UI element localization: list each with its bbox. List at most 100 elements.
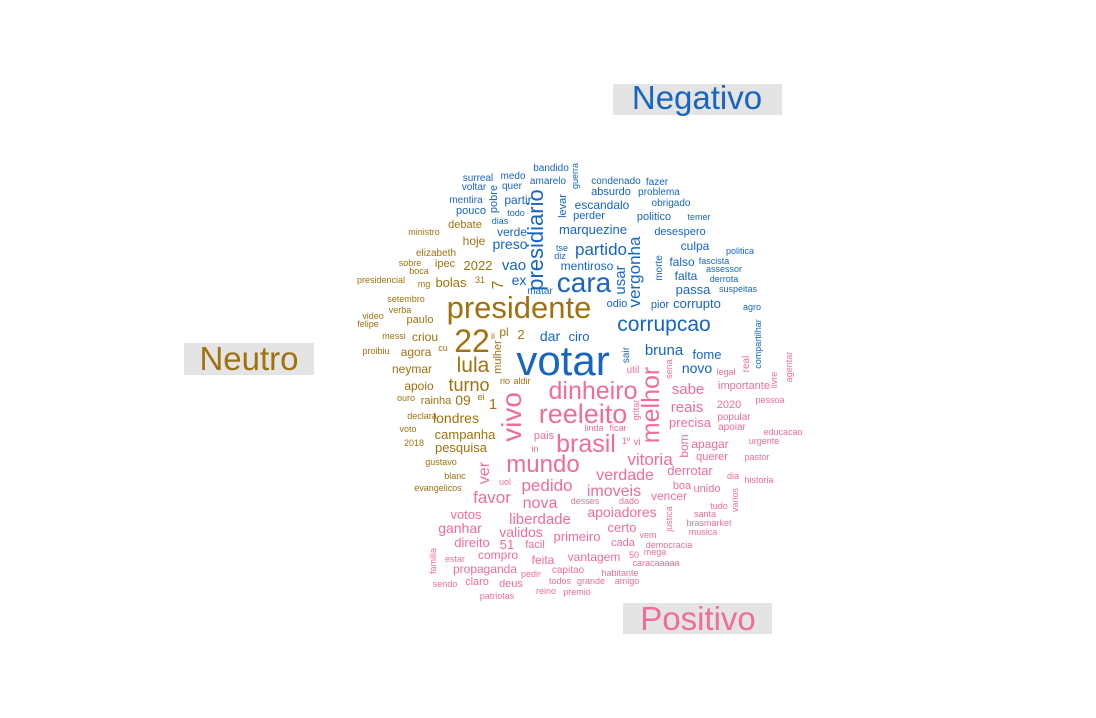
word-positive: feita bbox=[532, 553, 555, 567]
word-neutral: mg bbox=[418, 279, 431, 289]
word-positive: varios bbox=[730, 488, 740, 513]
word-positive: votos bbox=[450, 507, 482, 522]
word-positive: propaganda bbox=[453, 562, 517, 576]
word-neutral: apoio bbox=[404, 379, 434, 393]
word-positive: linda bbox=[584, 423, 603, 433]
word-negative: odio bbox=[607, 298, 628, 310]
word-neutral: neymar bbox=[392, 362, 432, 376]
word-positive: 51 bbox=[500, 537, 514, 552]
word-negative: verde bbox=[497, 225, 527, 239]
word-positive: dado bbox=[619, 496, 639, 506]
word-positive: primeiro bbox=[554, 529, 601, 544]
word-positive: precisa bbox=[669, 415, 712, 430]
word-positive: pessoa bbox=[755, 395, 784, 405]
word-negative: bruna bbox=[645, 342, 684, 359]
word-neutral: rainha bbox=[421, 395, 452, 407]
word-neutral: ii bbox=[491, 331, 495, 341]
word-neutral: pesquisa bbox=[435, 440, 488, 455]
word-positive: verdade bbox=[596, 467, 654, 484]
word-positive: bom bbox=[677, 434, 691, 457]
word-negative: fome bbox=[693, 347, 722, 362]
word-positive: familia bbox=[428, 548, 438, 574]
word-positive: certo bbox=[608, 520, 637, 535]
word-neutral: ministro bbox=[408, 227, 440, 237]
word-positive: importante bbox=[718, 380, 770, 392]
word-negative: pouco bbox=[456, 205, 486, 217]
word-positive: democracia bbox=[646, 540, 693, 550]
word-positive: mundo bbox=[506, 451, 579, 478]
word-negative: condenado bbox=[591, 176, 641, 187]
word-positive: legal bbox=[716, 367, 735, 377]
word-positive: direito bbox=[454, 535, 489, 550]
word-negative: partir bbox=[504, 193, 531, 207]
word-positive: 50 bbox=[629, 550, 639, 560]
word-neutral: ouro bbox=[397, 393, 415, 403]
word-neutral: 2018 bbox=[404, 438, 424, 448]
word-neutral: setembro bbox=[387, 294, 425, 304]
word-positive: reeleito bbox=[539, 399, 628, 429]
label-positivo: Positivo bbox=[623, 600, 772, 637]
word-negative: assessor bbox=[706, 264, 742, 274]
word-positive: premio bbox=[563, 587, 591, 597]
word-positive: dinheiro bbox=[549, 377, 638, 405]
word-negative: bandido bbox=[533, 163, 569, 174]
word-positive: melhor bbox=[637, 367, 665, 443]
word-negative: mentira bbox=[449, 195, 483, 206]
word-negative: corrupto bbox=[673, 296, 721, 311]
word-negative: agro bbox=[743, 302, 761, 312]
word-positive: liberdade bbox=[509, 511, 571, 528]
word-neutral: messi bbox=[382, 331, 406, 341]
word-positive: compro bbox=[478, 548, 518, 562]
word-neutral: cu bbox=[438, 343, 448, 353]
word-positive: nova bbox=[523, 495, 558, 512]
word-negative: preso bbox=[492, 236, 527, 252]
word-neutral: hoje bbox=[463, 234, 486, 248]
word-negative: passa bbox=[676, 282, 711, 297]
word-negative: temer bbox=[687, 212, 710, 222]
word-negative: fascista bbox=[699, 256, 730, 266]
word-negative: amarelo bbox=[530, 176, 567, 187]
word-neutral: proibiu bbox=[362, 346, 389, 356]
word-neutral: bolas bbox=[435, 275, 467, 290]
word-negative: diz bbox=[554, 251, 566, 261]
word-positive: apoiadores bbox=[587, 504, 656, 520]
word-positive: caracaaaaa bbox=[632, 558, 679, 568]
label-neutro-text: Neutro bbox=[199, 340, 298, 377]
word-positive: 2020 bbox=[717, 399, 741, 411]
word-negative: partido bbox=[575, 240, 627, 259]
word-positive: querer bbox=[696, 451, 728, 463]
word-negative: ex bbox=[512, 272, 527, 288]
label-neutro: Neutro bbox=[184, 340, 314, 377]
word-positive: sendo bbox=[433, 579, 458, 589]
word-positive: sena bbox=[664, 359, 674, 379]
word-negative: todo bbox=[507, 208, 525, 218]
word-negative: corrupcao bbox=[617, 313, 710, 336]
word-neutral: 7 bbox=[490, 280, 507, 289]
word-positive: justica bbox=[664, 506, 674, 533]
label-positivo-text: Positivo bbox=[640, 600, 756, 637]
word-negative: pobre bbox=[488, 185, 500, 213]
word-negative: guerra bbox=[570, 163, 580, 189]
word-positive: uol bbox=[499, 477, 511, 487]
word-neutral: 31 bbox=[475, 275, 485, 285]
word-negative: surreal bbox=[463, 173, 494, 184]
word-positive: vencer bbox=[651, 489, 687, 503]
word-negative: usar bbox=[612, 265, 629, 294]
word-neutral: 1 bbox=[489, 396, 497, 413]
word-positive: 1º bbox=[622, 436, 631, 446]
word-neutral: paulo bbox=[407, 314, 434, 326]
word-neutral: londres bbox=[433, 410, 479, 426]
word-positive: agentar bbox=[784, 352, 794, 383]
word-neutral: 09 bbox=[455, 392, 471, 408]
word-neutral: 2 bbox=[517, 327, 524, 342]
word-neutral: verba bbox=[389, 305, 412, 315]
word-positive: gritar bbox=[631, 400, 641, 421]
word-negative: escandalo bbox=[575, 198, 630, 212]
word-negative: compartilhar bbox=[753, 319, 763, 369]
word-neutral: evangelicos bbox=[414, 483, 462, 493]
word-negative: tse bbox=[556, 243, 568, 253]
word-positive: desses bbox=[571, 496, 600, 506]
word-positive: ficar bbox=[609, 423, 626, 433]
word-negative: derrota bbox=[710, 274, 739, 284]
label-negativo-text: Negativo bbox=[632, 79, 762, 116]
